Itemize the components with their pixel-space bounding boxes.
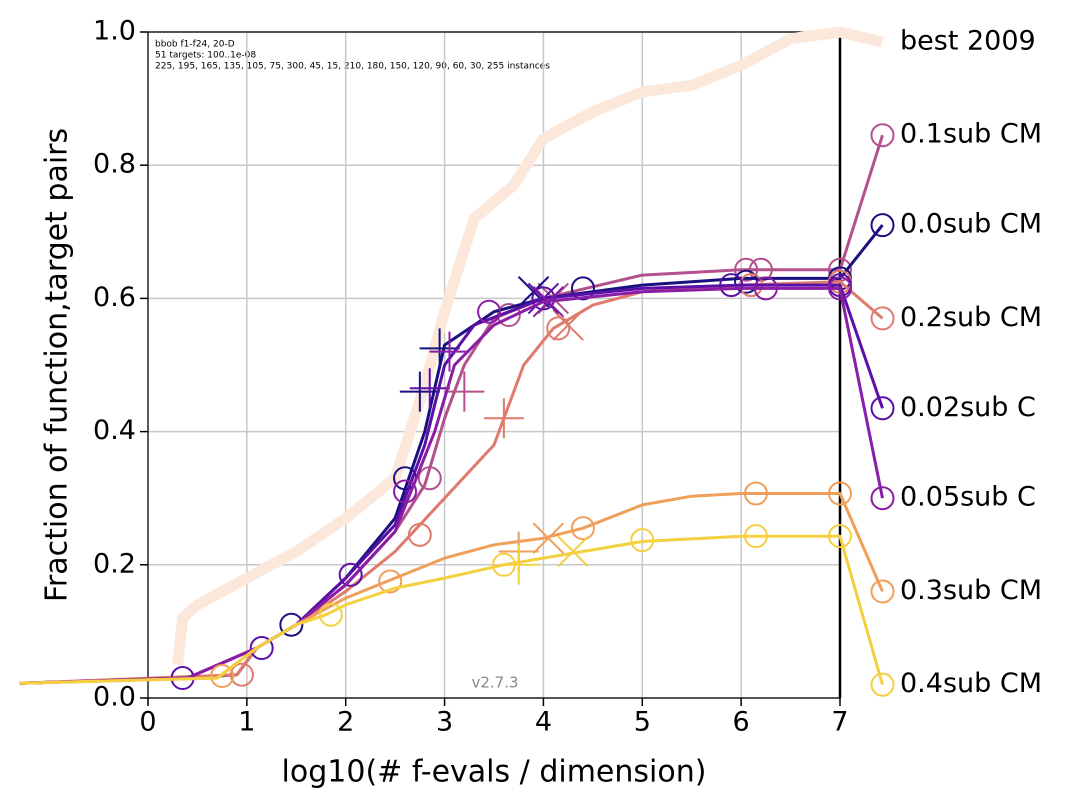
marker bbox=[570, 276, 595, 301]
marker bbox=[531, 286, 556, 311]
cross-marker bbox=[527, 282, 560, 315]
legend-label: 0.02sub C bbox=[900, 392, 1036, 423]
y-tick-label: 0.8 bbox=[93, 149, 136, 180]
grid bbox=[147, 31, 841, 699]
cross-marker bbox=[557, 535, 589, 568]
marker bbox=[870, 396, 895, 421]
legend-label: 0.2sub CM bbox=[900, 302, 1042, 333]
y-tick-label: 0.0 bbox=[93, 682, 136, 713]
x-tick-label: 4 bbox=[535, 707, 552, 738]
legend-label: 0.0sub CM bbox=[900, 209, 1042, 240]
marker bbox=[734, 257, 759, 282]
series-line bbox=[19, 492, 884, 685]
marker bbox=[828, 524, 852, 549]
marker bbox=[719, 273, 744, 298]
x-tick-label: 2 bbox=[337, 707, 354, 738]
legend-label: best 2009 bbox=[900, 25, 1036, 56]
legend-label: 0.1sub CM bbox=[900, 119, 1042, 150]
legend-label: 0.05sub C bbox=[900, 482, 1036, 513]
plus-marker bbox=[498, 544, 539, 585]
series-line bbox=[19, 134, 884, 685]
marker bbox=[318, 602, 343, 627]
marker bbox=[279, 612, 304, 637]
marker bbox=[828, 276, 852, 301]
series-line bbox=[19, 283, 884, 685]
x-axis-label: log10(# f-evals / dimension) bbox=[282, 755, 707, 790]
marker bbox=[249, 636, 274, 661]
marker bbox=[417, 466, 442, 491]
chart-info: 225, 195, 165, 135, 105, 75, 300, 45, 15… bbox=[155, 62, 550, 72]
marker bbox=[870, 486, 895, 511]
marker bbox=[338, 562, 363, 587]
x-tick-label: 6 bbox=[733, 707, 750, 738]
plus-marker bbox=[409, 368, 450, 409]
marker bbox=[870, 123, 895, 148]
watermark: v2.7.3 bbox=[471, 674, 518, 692]
series-line bbox=[172, 26, 884, 666]
x-tick-label: 0 bbox=[139, 707, 156, 738]
x-tick-label: 3 bbox=[436, 707, 453, 738]
marker bbox=[870, 579, 895, 604]
x-tick-label: 5 bbox=[634, 707, 651, 738]
cross-marker bbox=[532, 522, 565, 554]
marker bbox=[753, 276, 778, 301]
marker bbox=[393, 479, 418, 504]
legend-label: 0.3sub CM bbox=[900, 575, 1042, 606]
plus-marker bbox=[429, 331, 470, 372]
chart-info: bbob f1-f24, 20-D bbox=[155, 40, 235, 50]
marker bbox=[630, 528, 655, 553]
marker bbox=[229, 662, 254, 687]
y-tick-label: 1.0 bbox=[93, 16, 136, 47]
marker bbox=[870, 213, 895, 238]
y-tick-label: 0.6 bbox=[93, 282, 136, 313]
x-tick-label: 1 bbox=[238, 707, 255, 738]
chart-info: 51 targets: 100..1e-08 bbox=[155, 51, 256, 61]
plus-marker bbox=[444, 371, 485, 412]
marker bbox=[743, 481, 768, 506]
x-tick-label: 7 bbox=[831, 707, 848, 738]
marker bbox=[477, 299, 502, 324]
marker bbox=[546, 316, 571, 341]
cross-marker bbox=[552, 309, 584, 341]
marker bbox=[570, 516, 595, 541]
y-tick-label: 0.4 bbox=[93, 415, 136, 446]
marker bbox=[870, 306, 895, 331]
marker bbox=[743, 524, 768, 549]
cross-marker bbox=[532, 286, 565, 318]
marker bbox=[378, 569, 403, 594]
y-axis-label: Fraction of function,target pairs bbox=[40, 128, 75, 602]
marker bbox=[870, 672, 895, 697]
legend-label: 0.4sub CM bbox=[900, 668, 1042, 699]
plus-marker bbox=[399, 371, 440, 412]
plus-marker bbox=[419, 328, 460, 369]
plus-marker bbox=[483, 398, 524, 439]
marker bbox=[210, 664, 235, 689]
marker bbox=[828, 481, 852, 506]
y-tick-label: 0.2 bbox=[93, 548, 136, 579]
marker bbox=[407, 522, 432, 547]
series-line bbox=[19, 534, 884, 686]
